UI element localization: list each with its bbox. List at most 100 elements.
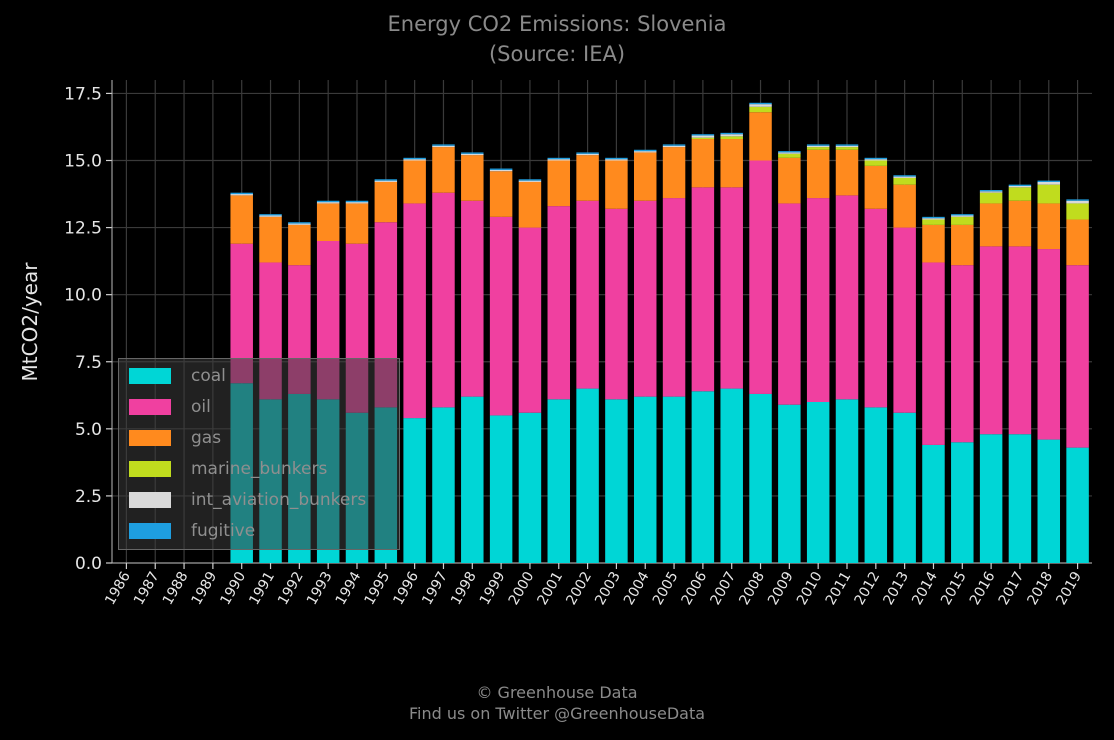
bar-segment-int-aviation-bunkers-2017 [1008, 185, 1032, 188]
bar-segment-oil-1999 [489, 216, 513, 416]
chart-subtitle: (Source: IEA) [488, 42, 626, 66]
x-tick-label: 2017 [996, 569, 1028, 608]
bar-segment-marine-bunkers-2013 [893, 177, 916, 185]
bar-segment-coal-1998 [461, 396, 484, 563]
bar-segment-gas-2010 [806, 149, 830, 199]
bar-segment-gas-1992 [288, 224, 311, 266]
bar-segment-int-aviation-bunkers-2015 [951, 215, 974, 217]
bar-segment-int-aviation-bunkers-2018 [1037, 181, 1061, 185]
bar-segment-int-aviation-bunkers-1991 [259, 215, 282, 217]
bar-segment-gas-2014 [922, 224, 945, 263]
bar-segment-gas-2005 [662, 147, 686, 199]
bar-segment-oil-1997 [432, 192, 455, 408]
bar-segment-marine-bunkers-2009 [778, 153, 801, 158]
y-tick-label: 12.5 [64, 219, 102, 239]
bar-segment-coal-2018 [1037, 439, 1061, 563]
x-tick-label: 1998 [448, 569, 480, 608]
x-tick-label: 1996 [390, 569, 422, 608]
bar-segment-gas-1999 [489, 171, 513, 217]
bar-segment-fugitive-1993 [316, 200, 340, 203]
bar-segment-oil-2019 [1066, 265, 1089, 448]
bar-segment-int-aviation-bunkers-1994 [345, 202, 369, 204]
bar-segment-coal-2000 [518, 412, 542, 563]
legend-item-oil: oil [129, 396, 211, 418]
bar-segment-gas-2011 [835, 149, 859, 196]
bar-segment-gas-1991 [259, 216, 282, 263]
bar-segment-marine-bunkers-2017 [1008, 187, 1032, 201]
bar-segment-int-aviation-bunkers-2000 [518, 180, 542, 182]
bar-segment-fugitive-2011 [835, 144, 859, 146]
bar-segment-marine-bunkers-2019 [1066, 203, 1089, 220]
bar-segment-gas-1998 [461, 155, 484, 201]
x-tick-label: 1991 [246, 569, 278, 608]
x-tick-label: 1986 [102, 569, 134, 608]
x-tick-label: 2019 [1053, 569, 1085, 608]
legend-label: coal [191, 366, 226, 386]
bar-segment-coal-2004 [633, 396, 657, 563]
bar-segment-gas-2006 [691, 139, 715, 188]
x-tick-label: 2007 [707, 569, 739, 608]
bar-segment-int-aviation-bunkers-2001 [547, 159, 571, 161]
x-tick-label: 1988 [160, 569, 192, 608]
bar-segment-gas-2013 [893, 184, 916, 228]
bar-segment-coal-2005 [662, 396, 686, 563]
bar-segment-coal-2019 [1066, 447, 1089, 563]
bar-segment-gas-1994 [345, 203, 369, 244]
bar-segment-coal-2015 [951, 442, 974, 563]
x-tick-label: 2004 [621, 569, 653, 608]
x-tick-label: 2016 [967, 569, 999, 608]
bar-segment-fugitive-2000 [518, 179, 542, 181]
bar-segment-marine-bunkers-2016 [979, 192, 1003, 204]
bar-segment-int-aviation-bunkers-2016 [979, 191, 1003, 193]
bar-segment-marine-bunkers-2010 [806, 147, 830, 150]
bar-segment-int-aviation-bunkers-1990 [230, 194, 253, 196]
bar-segment-coal-2003 [605, 399, 628, 563]
bar-segment-int-aviation-bunkers-1999 [489, 169, 513, 172]
bar-segment-fugitive-2002 [576, 152, 599, 154]
y-axis-label: MtCO2/year [18, 262, 42, 382]
x-tick-label: 2015 [938, 569, 970, 608]
y-tick-label: 2.5 [75, 487, 102, 507]
x-tick-label: 1994 [333, 569, 365, 608]
bar-segment-gas-1990 [230, 195, 253, 244]
y-tick-label: 17.5 [64, 84, 102, 104]
bar-segment-oil-2012 [864, 208, 888, 408]
bar-segment-fugitive-1997 [432, 144, 455, 146]
bar-segment-coal-2007 [720, 388, 743, 563]
y-tick-label: 0.0 [75, 554, 102, 574]
bar-segment-coal-2009 [778, 404, 801, 563]
bar-segment-fugitive-2003 [605, 157, 628, 160]
bar-segment-oil-2009 [778, 203, 801, 405]
bar-segment-int-aviation-bunkers-2010 [806, 145, 830, 148]
bar-segment-int-aviation-bunkers-2014 [922, 218, 945, 220]
bar-segment-coal-2002 [576, 388, 599, 563]
bar-segment-marine-bunkers-2018 [1037, 184, 1061, 204]
bar-segment-int-aviation-bunkers-1996 [403, 159, 426, 161]
bar-segment-int-aviation-bunkers-2007 [720, 134, 743, 137]
x-tick-label: 2003 [592, 569, 624, 608]
x-tick-label: 2008 [736, 569, 768, 608]
bar-segment-coal-1996 [403, 418, 426, 563]
bar-segment-coal-2013 [893, 412, 916, 563]
x-tick-label: 2006 [679, 569, 711, 608]
bar-segment-coal-2001 [547, 399, 571, 563]
bar-segment-fugitive-2013 [893, 175, 916, 177]
bar-segment-int-aviation-bunkers-2013 [893, 176, 916, 178]
bar-segment-int-aviation-bunkers-2012 [864, 159, 888, 161]
bar-segment-int-aviation-bunkers-2003 [605, 159, 628, 161]
bar-segment-int-aviation-bunkers-2019 [1066, 200, 1089, 204]
bar-segment-oil-2002 [576, 200, 599, 389]
bar-segment-fugitive-2001 [547, 157, 571, 160]
bar-segment-fugitive-1994 [345, 200, 369, 203]
legend-item-marine-bunkers: marine_bunkers [129, 458, 327, 480]
x-tick-label: 2013 [880, 569, 912, 608]
bar-segment-fugitive-2008 [749, 102, 772, 105]
legend-item-fugitive: fugitive [129, 520, 255, 542]
bar-segment-oil-2005 [662, 198, 686, 397]
bar-segment-int-aviation-bunkers-1998 [461, 153, 484, 156]
bar-segment-oil-2015 [951, 265, 974, 443]
bar-segment-oil-2016 [979, 246, 1003, 435]
bar-segment-fugitive-2009 [778, 151, 801, 153]
x-tick-label: 1995 [362, 569, 394, 608]
x-tick-label: 1987 [131, 569, 163, 608]
